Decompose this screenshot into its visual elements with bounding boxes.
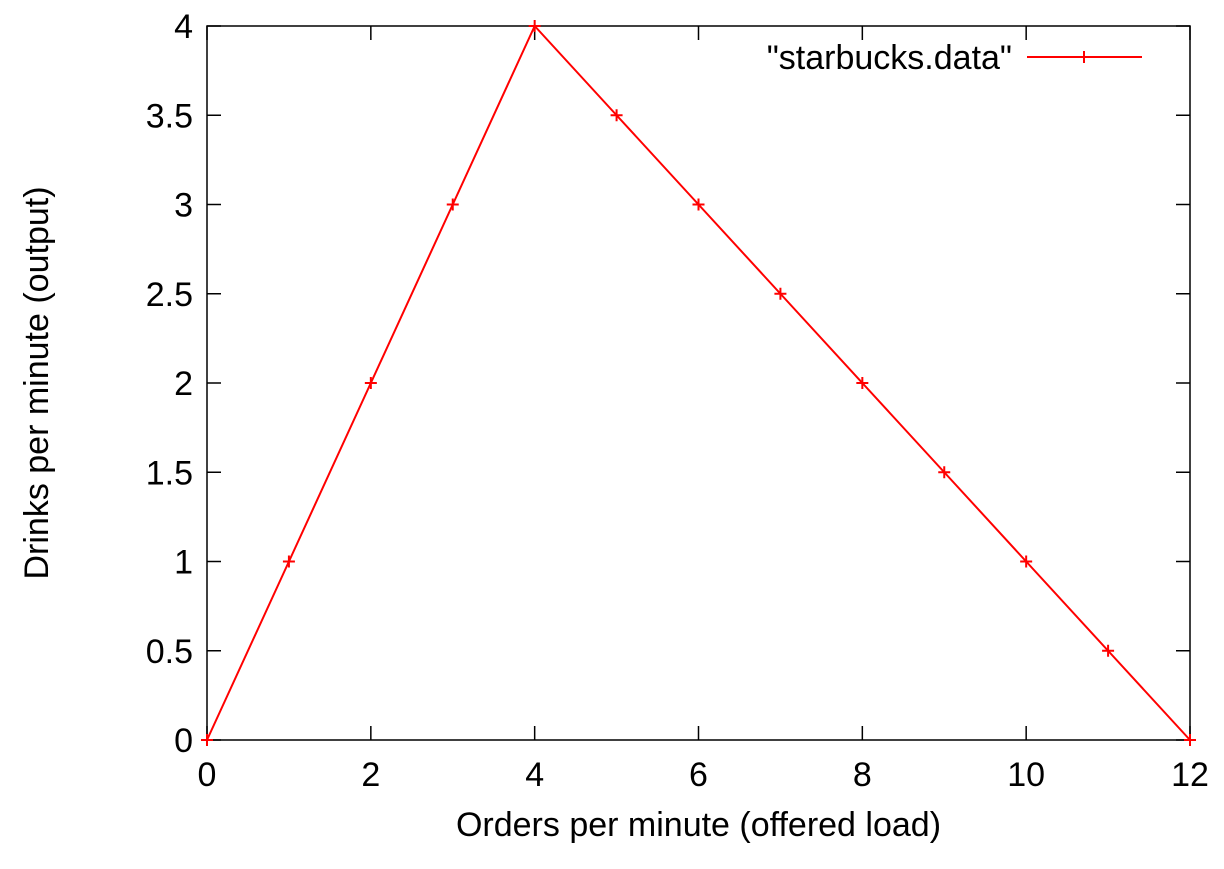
plot-border (206, 25, 1191, 741)
y-tick-label: 3 (174, 187, 193, 225)
y-tick-label: 0 (174, 722, 193, 760)
data-point-marker (610, 109, 623, 122)
data-point-marker (282, 555, 295, 568)
data-point-marker (692, 198, 705, 211)
data-point-marker (938, 466, 951, 479)
y-tick-label: 1 (174, 544, 193, 582)
y-tick-label: 0.5 (146, 633, 193, 671)
legend: "starbucks.data" (767, 39, 1142, 77)
y-tick-label: 1.5 (146, 454, 193, 492)
x-tick-label: 6 (689, 756, 708, 794)
plot-area (206, 25, 1191, 741)
x-tick-label: 8 (853, 756, 872, 794)
x-tick-label: 4 (525, 756, 544, 794)
data-point-marker (774, 287, 787, 300)
y-tick-label: 2 (174, 365, 193, 403)
x-tick-label: 0 (198, 756, 217, 794)
data-point-marker (528, 20, 541, 32)
data-point-marker (446, 198, 459, 211)
data-point-marker (364, 377, 377, 389)
series-group (201, 20, 1196, 746)
data-point-marker (856, 377, 869, 389)
series-line (206, 24, 1191, 741)
y-axis: 0 0.5 1 1.5 2 2.5 3 3.5 4 (146, 8, 1190, 760)
x-tick-label: 2 (361, 756, 380, 794)
y-tick-label: 2.5 (146, 276, 193, 314)
data-point-marker (1184, 734, 1196, 746)
data-point-marker (201, 734, 213, 746)
x-tick-label: 12 (1171, 756, 1209, 794)
y-tick-label: 4 (174, 8, 193, 46)
y-tick-label: 3.5 (146, 97, 193, 135)
x-axis-title: Orders per minute (offered load) (456, 806, 941, 844)
legend-label: "starbucks.data" (767, 39, 1012, 77)
x-tick-label: 10 (1007, 756, 1045, 794)
x-axis: 0 2 4 6 8 10 12 (198, 26, 1209, 794)
y-axis-title: Drinks per minute (output) (18, 186, 56, 579)
data-point-marker (1102, 644, 1115, 657)
data-point-marker (1020, 555, 1033, 568)
